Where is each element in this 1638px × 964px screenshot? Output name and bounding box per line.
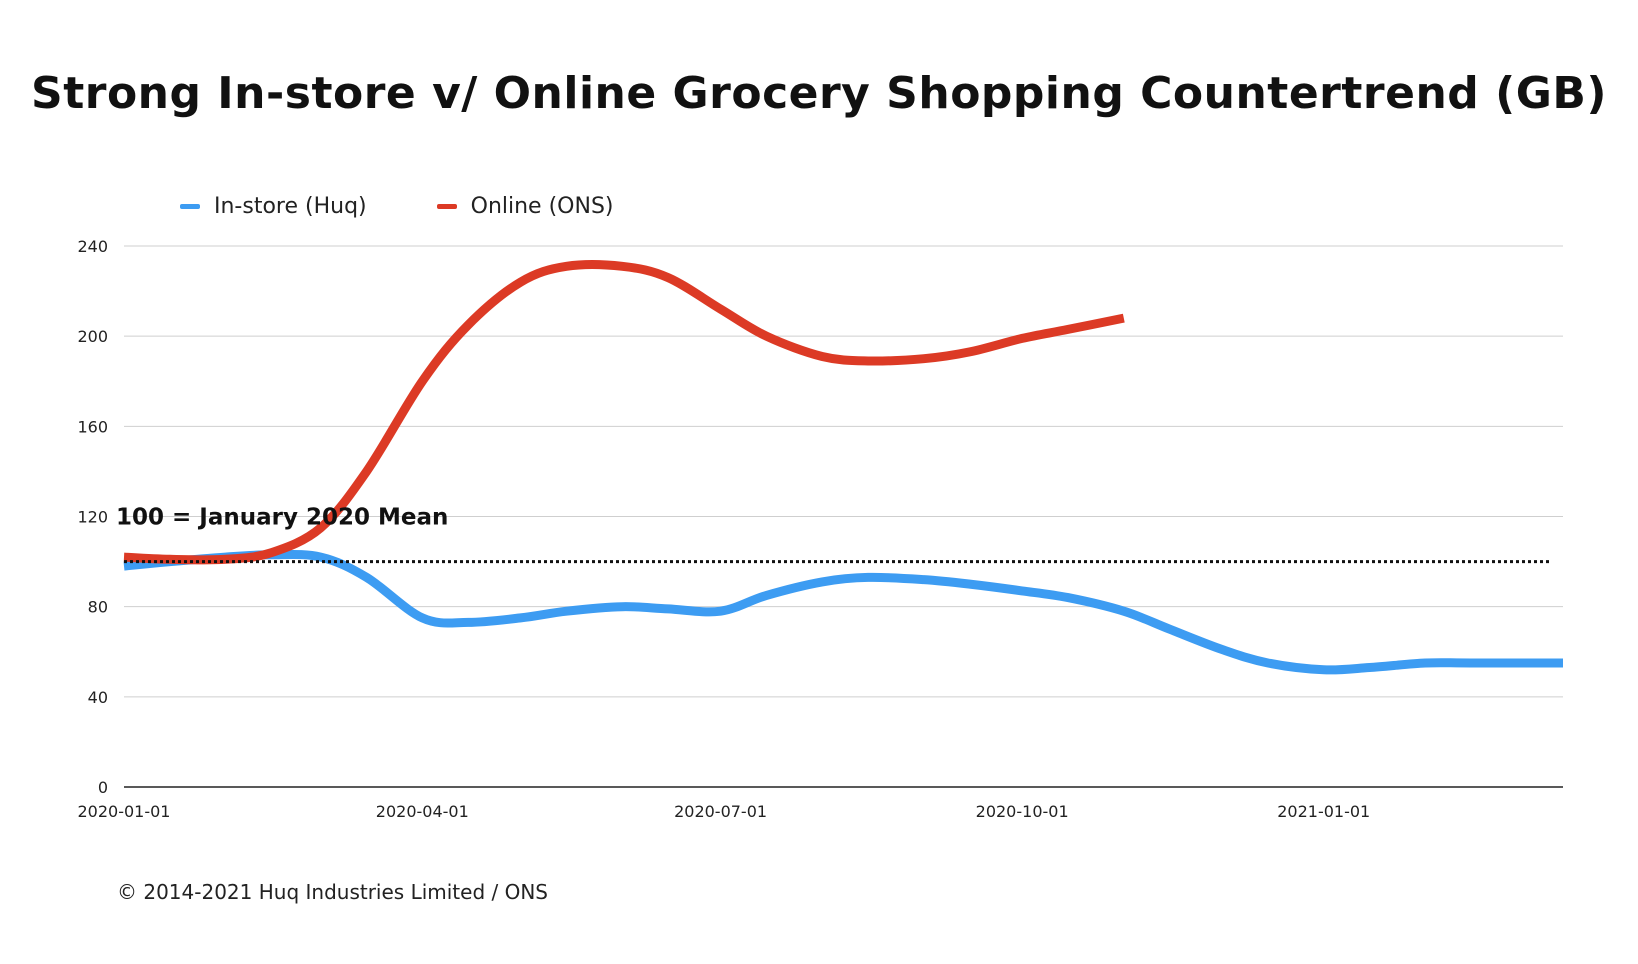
legend-swatch-online: [436, 203, 457, 209]
y-tick-label-80: 80: [88, 598, 108, 617]
legend-item-in-store[interactable]: In-store (Huq): [180, 194, 367, 219]
series-line-online: [123, 260, 1125, 565]
series-line-in-store: [123, 550, 1563, 675]
chart-title: Strong In-store v/ Online Grocery Shoppi…: [31, 68, 1607, 119]
legend-label-in-store: In-store (Huq): [214, 193, 367, 219]
chart-legend: In-store (Huq) Online (ONS): [180, 192, 614, 220]
reference-line-label: 100 = January 2020 Mean: [116, 505, 448, 531]
y-tick-label-0: 0: [98, 778, 108, 797]
legend-swatch-in-store: [180, 203, 200, 209]
x-tick-label-2021-01-01: 2021-01-01: [1277, 802, 1370, 821]
legend-label-online: Online (ONS): [470, 193, 614, 219]
x-tick-label-2020-04-01: 2020-04-01: [376, 802, 469, 821]
y-tick-label-160: 160: [77, 417, 108, 436]
x-tick-label-2020-01-01: 2020-01-01: [78, 802, 171, 821]
x-tick-label-2020-07-01: 2020-07-01: [674, 802, 767, 821]
y-tick-label-40: 40: [88, 688, 108, 707]
y-tick-label-240: 240: [77, 237, 108, 256]
x-tick-label-2020-10-01: 2020-10-01: [976, 802, 1069, 821]
legend-item-online[interactable]: Online (ONS): [436, 193, 614, 219]
copyright-footer: © 2014-2021 Huq Industries Limited / ONS: [117, 880, 548, 904]
y-tick-label-200: 200: [77, 327, 108, 346]
y-tick-label-120: 120: [77, 508, 108, 527]
